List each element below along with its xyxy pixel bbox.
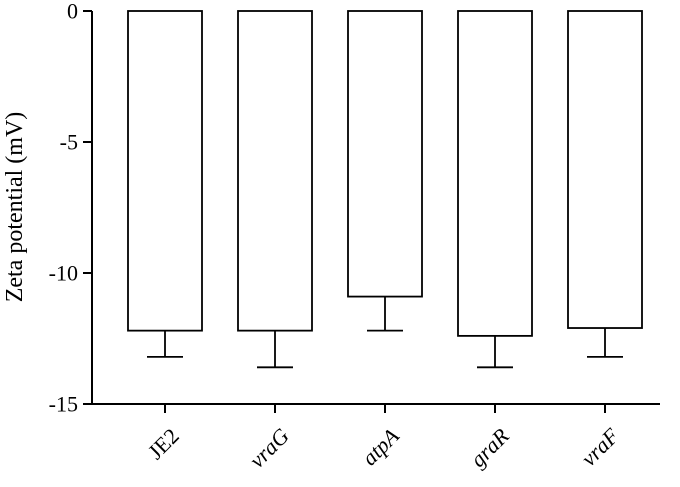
bar-vraG (237, 10, 313, 332)
y-tick-label: -10 (49, 261, 78, 286)
x-tick-label-vraF: vraF (576, 423, 624, 471)
x-tick-label-graR: graR (465, 423, 514, 472)
bar-vraF (567, 10, 643, 329)
x-ticks: JE2 vraG atpA graR vraF (143, 404, 624, 473)
y-axis-label: Zeta potential (mV) (2, 112, 28, 303)
bar-JE2 (127, 10, 203, 332)
bars (127, 10, 643, 337)
x-tick-label-vraG: vraG (244, 423, 294, 473)
y-tick-label: 0 (67, 0, 78, 24)
y-tick-label: -5 (60, 130, 78, 155)
bar-graR (457, 10, 533, 337)
bar-atpA (347, 10, 423, 298)
y-ticks: 0 -5 -10 -15 (49, 0, 92, 417)
x-tick-label-atpA: atpA (357, 423, 404, 470)
error-bars (147, 296, 623, 369)
x-tick-label-JE2: JE2 (143, 423, 184, 464)
y-tick-label: -15 (49, 392, 78, 417)
